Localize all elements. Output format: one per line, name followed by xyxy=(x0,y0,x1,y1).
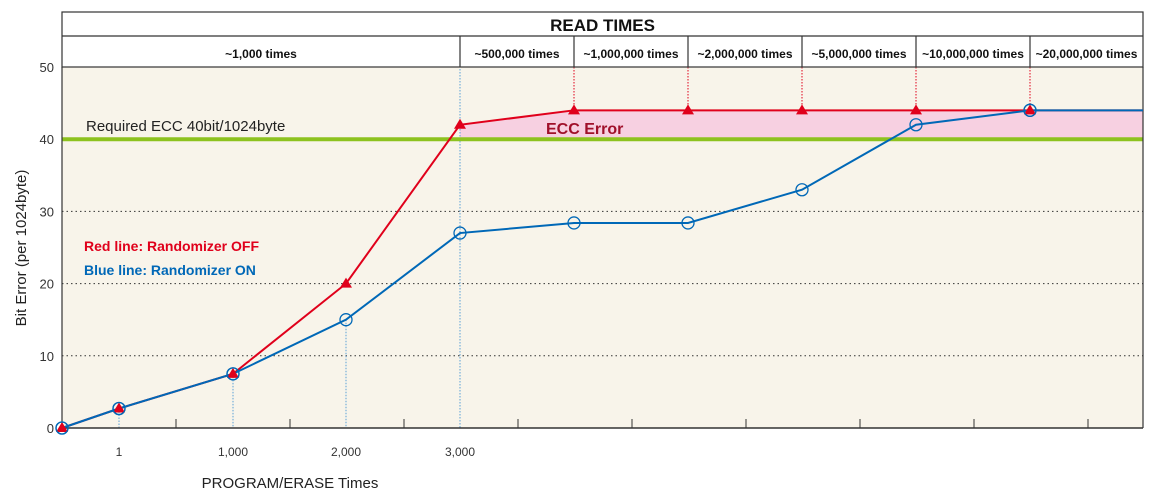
red-triangle-marker xyxy=(796,104,808,115)
blue-circle-marker xyxy=(112,401,126,416)
threshold-label: Required ECC 40bit/1024byte xyxy=(86,118,285,135)
y-tick-label: 30 xyxy=(40,204,54,219)
read-time-label: ~1,000 times xyxy=(225,47,297,61)
y-tick-label: 20 xyxy=(40,277,54,292)
red-triangle-marker xyxy=(227,367,239,378)
y-tick-label: 0 xyxy=(47,421,54,436)
read-times-header xyxy=(61,11,1144,68)
x-axis-label: PROGRAM/ERASE Times xyxy=(202,475,379,492)
read-time-label: ~500,000 times xyxy=(474,47,559,61)
read-time-label: ~10,000,000 times xyxy=(922,47,1024,61)
blue-circle-marker xyxy=(1023,103,1037,117)
y-tick-label: 10 xyxy=(40,349,54,364)
series-line-blue xyxy=(61,109,1143,429)
x-tick-label: 3,000 xyxy=(445,445,475,459)
blue-circle-marker xyxy=(909,118,923,132)
red-triangle-marker xyxy=(910,104,922,115)
read-time-label: ~20,000,000 times xyxy=(1036,47,1138,61)
y-axis-label: Bit Error (per 1024byte) xyxy=(13,170,30,327)
blue-circle-marker xyxy=(567,216,581,230)
x-tick-label: 1,000 xyxy=(218,445,248,459)
red-triangle-marker xyxy=(454,118,466,129)
y-tick-label: 50 xyxy=(40,60,54,75)
blue-circle-marker xyxy=(339,313,353,327)
red-triangle-marker xyxy=(568,104,580,115)
x-tick-label: 2,000 xyxy=(331,445,361,459)
red-triangle-marker xyxy=(56,422,68,432)
blue-circle-marker xyxy=(795,183,809,197)
read-time-label: ~1,000,000 times xyxy=(583,47,678,61)
blue-circle-marker xyxy=(681,216,695,230)
x-tick-label: 1 xyxy=(116,445,123,459)
read-time-label: ~5,000,000 times xyxy=(811,47,906,61)
red-triangle-marker xyxy=(1024,104,1036,115)
legend-red: Red line: Randomizer OFF xyxy=(84,238,259,254)
red-triangle-marker xyxy=(340,277,352,288)
red-triangle-marker xyxy=(682,104,694,115)
y-tick-label: 40 xyxy=(40,132,54,147)
blue-circle-marker xyxy=(453,226,467,240)
ecc-error-label: ECC Error xyxy=(546,121,623,138)
blue-circle-marker xyxy=(55,421,69,435)
legend-blue: Blue line: Randomizer ON xyxy=(84,262,256,278)
header-title: READ TIMES xyxy=(550,16,655,35)
red-triangle-marker xyxy=(113,402,125,413)
blue-circle-marker xyxy=(226,367,240,381)
read-time-label: ~2,000,000 times xyxy=(697,47,792,61)
